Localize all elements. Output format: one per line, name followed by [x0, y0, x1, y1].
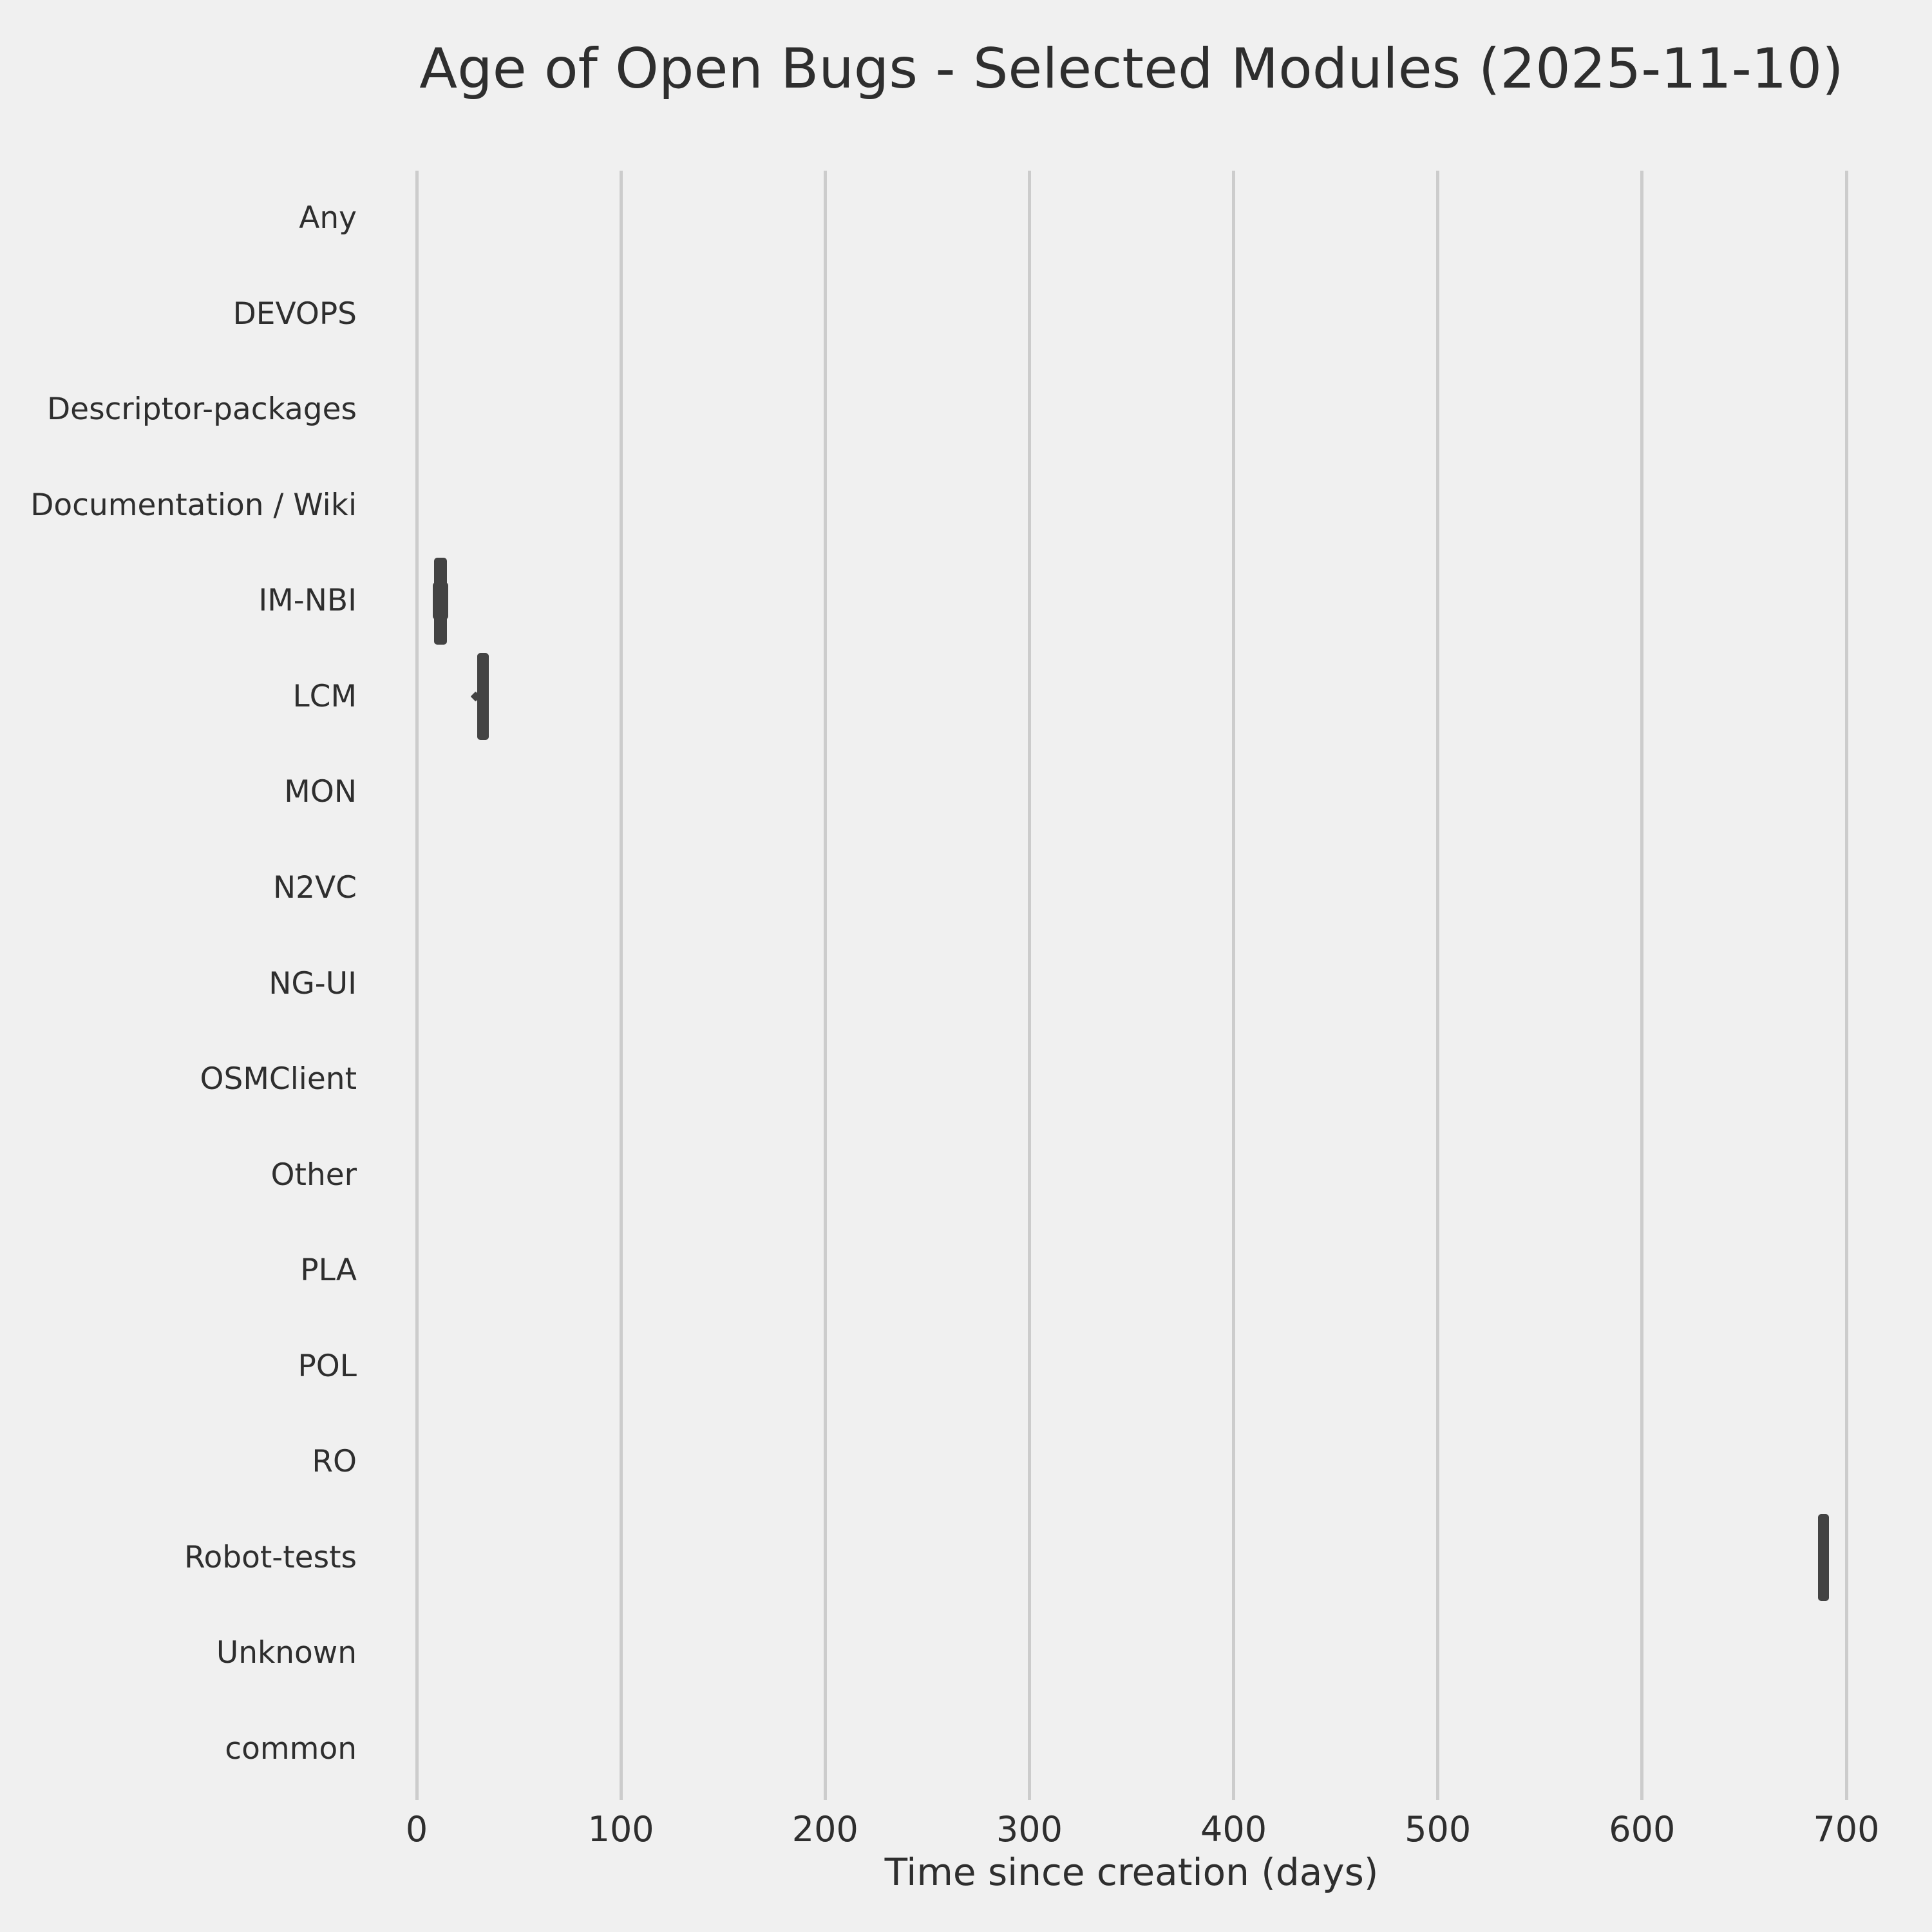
y-category-label: Other: [270, 1157, 357, 1193]
y-category-label: LCM: [292, 678, 357, 714]
x-tick-label-500: 500: [1405, 1809, 1472, 1850]
y-category-label: DEVOPS: [232, 296, 357, 332]
y-category-label: N2VC: [272, 869, 357, 905]
x-tick-label-300: 300: [996, 1809, 1063, 1850]
gridline-x-500: [1436, 171, 1440, 1800]
box-bar-im-nbi: [433, 557, 447, 645]
y-category-label: POL: [298, 1348, 357, 1384]
x-tick-label-100: 100: [587, 1809, 654, 1850]
x-tick-label-700: 700: [1813, 1809, 1880, 1850]
x-tick-label-600: 600: [1609, 1809, 1676, 1850]
y-category-label: PLA: [300, 1253, 357, 1289]
gridline-x-200: [823, 171, 827, 1800]
x-tick-label-400: 400: [1200, 1809, 1267, 1850]
x-tick-label-0: 0: [405, 1809, 428, 1850]
y-category-label: RO: [312, 1444, 357, 1480]
y-category-label: Documentation / Wiki: [30, 487, 357, 523]
chart-title: Age of Open Bugs - Selected Modules (202…: [419, 37, 1844, 101]
y-category-label: MON: [284, 774, 357, 810]
gridline-x-100: [619, 171, 623, 1800]
gridline-x-300: [1027, 171, 1031, 1800]
y-category-label: IM-NBI: [258, 583, 357, 619]
y-category-label: Unknown: [216, 1635, 357, 1671]
box-bar-robot-tests: [1817, 1514, 1830, 1602]
y-category-label: common: [225, 1730, 357, 1766]
box-bar-lcm: [477, 653, 489, 741]
gridline-x-400: [1232, 171, 1236, 1800]
y-category-label: Any: [299, 200, 357, 236]
gridline-x-600: [1640, 171, 1644, 1800]
x-axis-label: Time since creation (days): [884, 1850, 1379, 1894]
x-tick-label-200: 200: [791, 1809, 858, 1850]
y-category-label: NG-UI: [269, 965, 357, 1001]
y-category-label: OSMClient: [200, 1061, 357, 1097]
y-category-label: Descriptor-packages: [46, 392, 357, 428]
gridline-x-0: [415, 171, 419, 1800]
gridline-x-700: [1844, 171, 1848, 1800]
y-category-label: Robot-tests: [184, 1539, 357, 1575]
